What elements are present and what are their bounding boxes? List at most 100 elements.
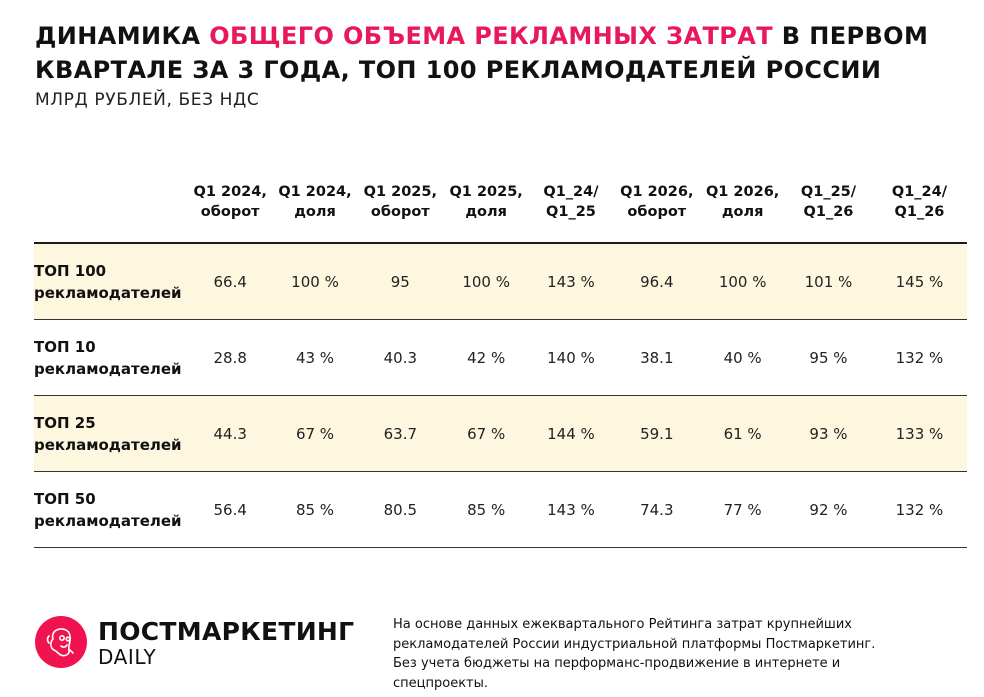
table-cell: 92 %	[785, 471, 872, 548]
column-header-line: Q1_25/	[800, 184, 857, 200]
table-cell: 43 %	[273, 319, 357, 396]
column-header-line: Q1_24/	[543, 184, 599, 200]
row-label: ТОП 10 рекламодателей	[34, 319, 188, 396]
title-line-2: КВАРТАЛЕ ЗА 3 ГОДА, ТОП 100 РЕКЛАМОДАТЕЛ…	[35, 56, 882, 84]
footnote-line: На основе данных ежеквартального Рейтинг…	[393, 617, 852, 632]
table-cell: 77 %	[700, 471, 786, 548]
column-header-line: доля	[721, 204, 764, 220]
footnote-line: рекламодателей России индустриальной пла…	[393, 636, 876, 652]
table-cell: 95	[356, 243, 444, 320]
row-label-line: рекламодателей	[34, 435, 182, 454]
table-cell: 96.4	[613, 243, 701, 320]
units-subtitle: МЛРД РУБЛЕЙ, БЕЗ НДС	[35, 90, 260, 110]
column-header-line: Q1 2025,	[449, 184, 523, 200]
column-header: Q1 2025, оборот	[356, 176, 444, 244]
title-accent: ОБЩЕГО ОБЪЕМА РЕКЛАМНЫХ ЗАТРАТ	[209, 22, 773, 50]
footnote: На основе данных ежеквартального Рейтинг…	[393, 615, 913, 693]
column-header-line: оборот	[370, 204, 430, 220]
footnote-line: Без учета бюджеты на перформанс-продвиже…	[393, 656, 841, 671]
table-cell: 133 %	[871, 395, 967, 472]
row-label-line: ТОП 25	[34, 413, 96, 432]
row-label-line: рекламодателей	[34, 359, 182, 378]
table-row: ТОП 50 рекламодателей 56.4 85 % 80.5 85 % 143 …	[34, 471, 967, 548]
column-header: Q1 2024, доля	[273, 176, 357, 244]
table-cell: 67 %	[443, 395, 529, 472]
table-cell: 67 %	[273, 395, 357, 472]
table-cell: 40 %	[700, 319, 786, 396]
table-cell: 63.7	[356, 395, 444, 472]
page-title: ДИНАМИКА ОБЩЕГО ОБЪЕМА РЕКЛАМНЫХ ЗАТРАТ …	[35, 19, 935, 87]
table-cell: 100 %	[700, 243, 786, 320]
brand-logo: ПОСТМАРКЕТИНГ DAILY	[35, 614, 355, 674]
logo-sub: DAILY	[98, 645, 157, 669]
column-header-line: оборот	[627, 204, 687, 220]
column-header-line: Q1 2024,	[193, 184, 267, 200]
table-cell: 61 %	[700, 395, 786, 472]
column-header-line: Q1_24/	[891, 184, 948, 200]
row-label: ТОП 50 рекламодателей	[34, 471, 188, 548]
table-cell: 143 %	[528, 243, 614, 320]
table-header-row: Q1 2024, оборот Q1 2024, доля Q1 2025, оборот…	[34, 176, 967, 244]
row-label-line: рекламодателей	[34, 283, 182, 302]
row-label: ТОП 25 рекламодателей	[34, 395, 188, 472]
table-cell: 74.3	[613, 471, 701, 548]
column-header: Q1_24/Q1_25	[528, 176, 614, 244]
row-label-line: рекламодателей	[34, 511, 182, 530]
table-cell: 101 %	[785, 243, 872, 320]
row-label-line: ТОП 10	[34, 337, 96, 356]
table-cell: 132 %	[871, 319, 967, 396]
table-cell: 40.3	[356, 319, 444, 396]
table-cell: 80.5	[356, 471, 444, 548]
table-cell: 59.1	[613, 395, 701, 472]
title-line-1: ДИНАМИКА ОБЩЕГО ОБЪЕМА РЕКЛАМНЫХ ЗАТРАТ …	[35, 19, 935, 53]
column-header: Q1_24/Q1_26	[871, 176, 967, 244]
column-header-line: оборот	[200, 204, 260, 220]
logo-circle-icon	[35, 616, 87, 668]
column-header-line: доля	[294, 204, 336, 220]
column-header-line: доля	[465, 204, 507, 220]
row-label-line: ТОП 50	[34, 489, 96, 508]
column-header-line: Q1_25	[546, 204, 596, 220]
column-header: Q1 2024, оборот	[187, 176, 274, 244]
column-header: Q1 2025, доля	[443, 176, 529, 244]
column-header: Q1_25/Q1_26	[785, 176, 872, 244]
column-header-line: Q1 2026,	[705, 184, 780, 200]
header-corner	[34, 176, 188, 244]
table-cell: 100 %	[443, 243, 529, 320]
table-cell: 144 %	[528, 395, 614, 472]
title-part-2: В ПЕРВОМ	[773, 22, 929, 50]
table-cell: 93 %	[785, 395, 872, 472]
column-header-line: Q1 2026,	[620, 184, 694, 200]
table-cell: 85 %	[443, 471, 529, 548]
table-cell: 132 %	[871, 471, 967, 548]
table-cell: 42 %	[443, 319, 529, 396]
row-label: ТОП 100 рекламодателей	[34, 243, 188, 320]
ad-spend-table: Q1 2024, оборот Q1 2024, доля Q1 2025, оборот…	[34, 176, 967, 548]
table-cell: 95 %	[785, 319, 872, 396]
logo-name: ПОСТМАРКЕТИНГ	[98, 617, 355, 646]
column-header-line: Q1_26	[894, 204, 945, 220]
table-row: ТОП 100 рекламодателей 66.4 100 % 95 100 % 143…	[34, 243, 967, 320]
table-cell: 140 %	[528, 319, 614, 396]
face-doodle-icon	[46, 628, 74, 657]
title-part-1: ДИНАМИКА	[35, 22, 210, 50]
table-row: ТОП 25 рекламодателей 44.3 67 % 63.7 67 % 144 …	[34, 395, 967, 472]
column-header-line: Q1 2024,	[278, 184, 352, 200]
column-header-line: Q1_26	[803, 204, 854, 220]
table-cell: 145 %	[871, 243, 967, 320]
table-row: ТОП 10 рекламодателей 28.8 43 % 40.3 42 % 140 …	[34, 319, 967, 396]
table-cell: 66.4	[187, 243, 274, 320]
table-cell: 100 %	[273, 243, 357, 320]
column-header: Q1 2026, оборот	[613, 176, 701, 244]
table-cell: 44.3	[187, 395, 274, 472]
table-body: ТОП 100 рекламодателей 66.4 100 % 95 100 % 143…	[34, 243, 967, 548]
column-header: Q1 2026, доля	[700, 176, 786, 244]
footnote-line: спецпроекты.	[393, 675, 489, 691]
row-label-line: ТОП 100	[34, 261, 107, 280]
table-cell: 38.1	[613, 319, 701, 396]
table-cell: 143 %	[528, 471, 614, 548]
table-cell: 85 %	[273, 471, 357, 548]
table-cell: 28.8	[187, 319, 274, 396]
column-header-line: Q1 2025,	[363, 184, 437, 200]
table-cell: 56.4	[187, 471, 274, 548]
